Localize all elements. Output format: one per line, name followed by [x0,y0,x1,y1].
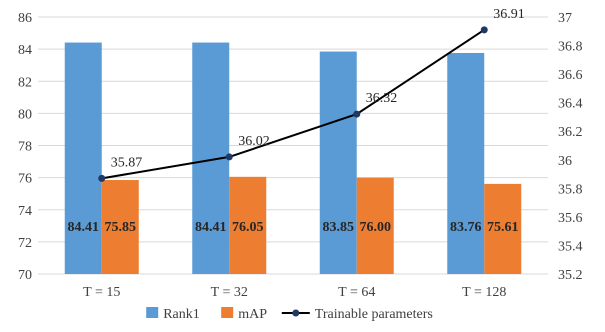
bar-label-map: 75.85 [105,220,137,235]
category-label: T = 15 [83,285,120,300]
category-label: T = 64 [338,285,375,300]
bar-rank1 [319,51,357,274]
line-point-label: 36.91 [493,7,525,22]
line-point-label: 35.87 [111,155,143,170]
line-point [353,110,361,118]
right-tick-label: 36.4 [558,97,583,112]
bar-map [356,177,394,274]
bars: 84.41 75.85 84.41 76.05 83.85 76.00 83.76 75.61 [64,42,522,275]
right-tick-label: 36 [558,154,572,169]
left-tick-label: 80 [18,107,32,122]
right-tick-label: 36.8 [558,40,583,55]
line-point [480,26,488,34]
legend-swatch-map [221,307,234,318]
left-tick-label: 74 [18,204,32,219]
bar-label-rank1: 83.85 [323,220,355,235]
left-tick-label: 84 [18,43,32,58]
right-tick-label: 35.4 [558,239,583,254]
right-tick-label: 36.2 [558,125,583,140]
left-tick-label: 70 [18,268,32,283]
bar-label-map: 75.61 [487,220,519,235]
line-trainable-parameters [101,29,485,180]
legend-label-rank1: Rank1 [163,307,200,322]
right-axis: 35.2 35.4 35.6 35.8 36 36.2 36.4 36.6 36.8 37 [558,11,583,283]
right-tick-label: 36.6 [558,68,583,83]
bar-map [229,176,267,274]
parameter-line: 35.87 36.02 36.32 36.91 [98,7,525,182]
left-axis: 70 72 74 76 78 80 82 84 86 [18,11,32,283]
legend-marker [292,309,300,317]
left-tick-label: 72 [18,236,32,251]
line-point [225,153,233,161]
right-tick-label: 35.8 [558,182,583,197]
bar-map [101,180,139,274]
bar-rank1 [447,52,485,275]
legend: Rank1 mAP Trainable parameters [146,307,433,322]
bar-label-rank1: 84.41 [195,220,227,235]
bar-label-map: 76.00 [360,220,392,235]
bar-label-rank1: 84.41 [68,220,100,235]
right-tick-label: 35.2 [558,268,583,283]
right-tick-label: 35.6 [558,211,583,226]
left-tick-label: 76 [18,172,32,187]
category-axis: T = 15 T = 32 T = 64 T = 128 [83,285,506,300]
left-tick-label: 78 [18,140,32,155]
legend-label-map: mAP [238,307,267,322]
category-label: T = 32 [211,285,248,300]
right-tick-label: 37 [558,11,572,26]
legend-label-trainable-parameters: Trainable parameters [315,307,433,322]
line-point [98,174,106,182]
bar-map [484,183,522,274]
legend-swatch-rank1 [146,307,159,318]
bar-label-map: 76.05 [232,220,264,235]
bar-rank1 [64,42,102,275]
line-point-label: 36.02 [238,134,270,149]
left-tick-label: 86 [18,11,32,26]
category-label: T = 128 [462,285,506,300]
left-tick-label: 82 [18,75,32,90]
line-point-label: 36.32 [366,91,398,106]
bar-label-rank1: 83.76 [450,220,482,235]
